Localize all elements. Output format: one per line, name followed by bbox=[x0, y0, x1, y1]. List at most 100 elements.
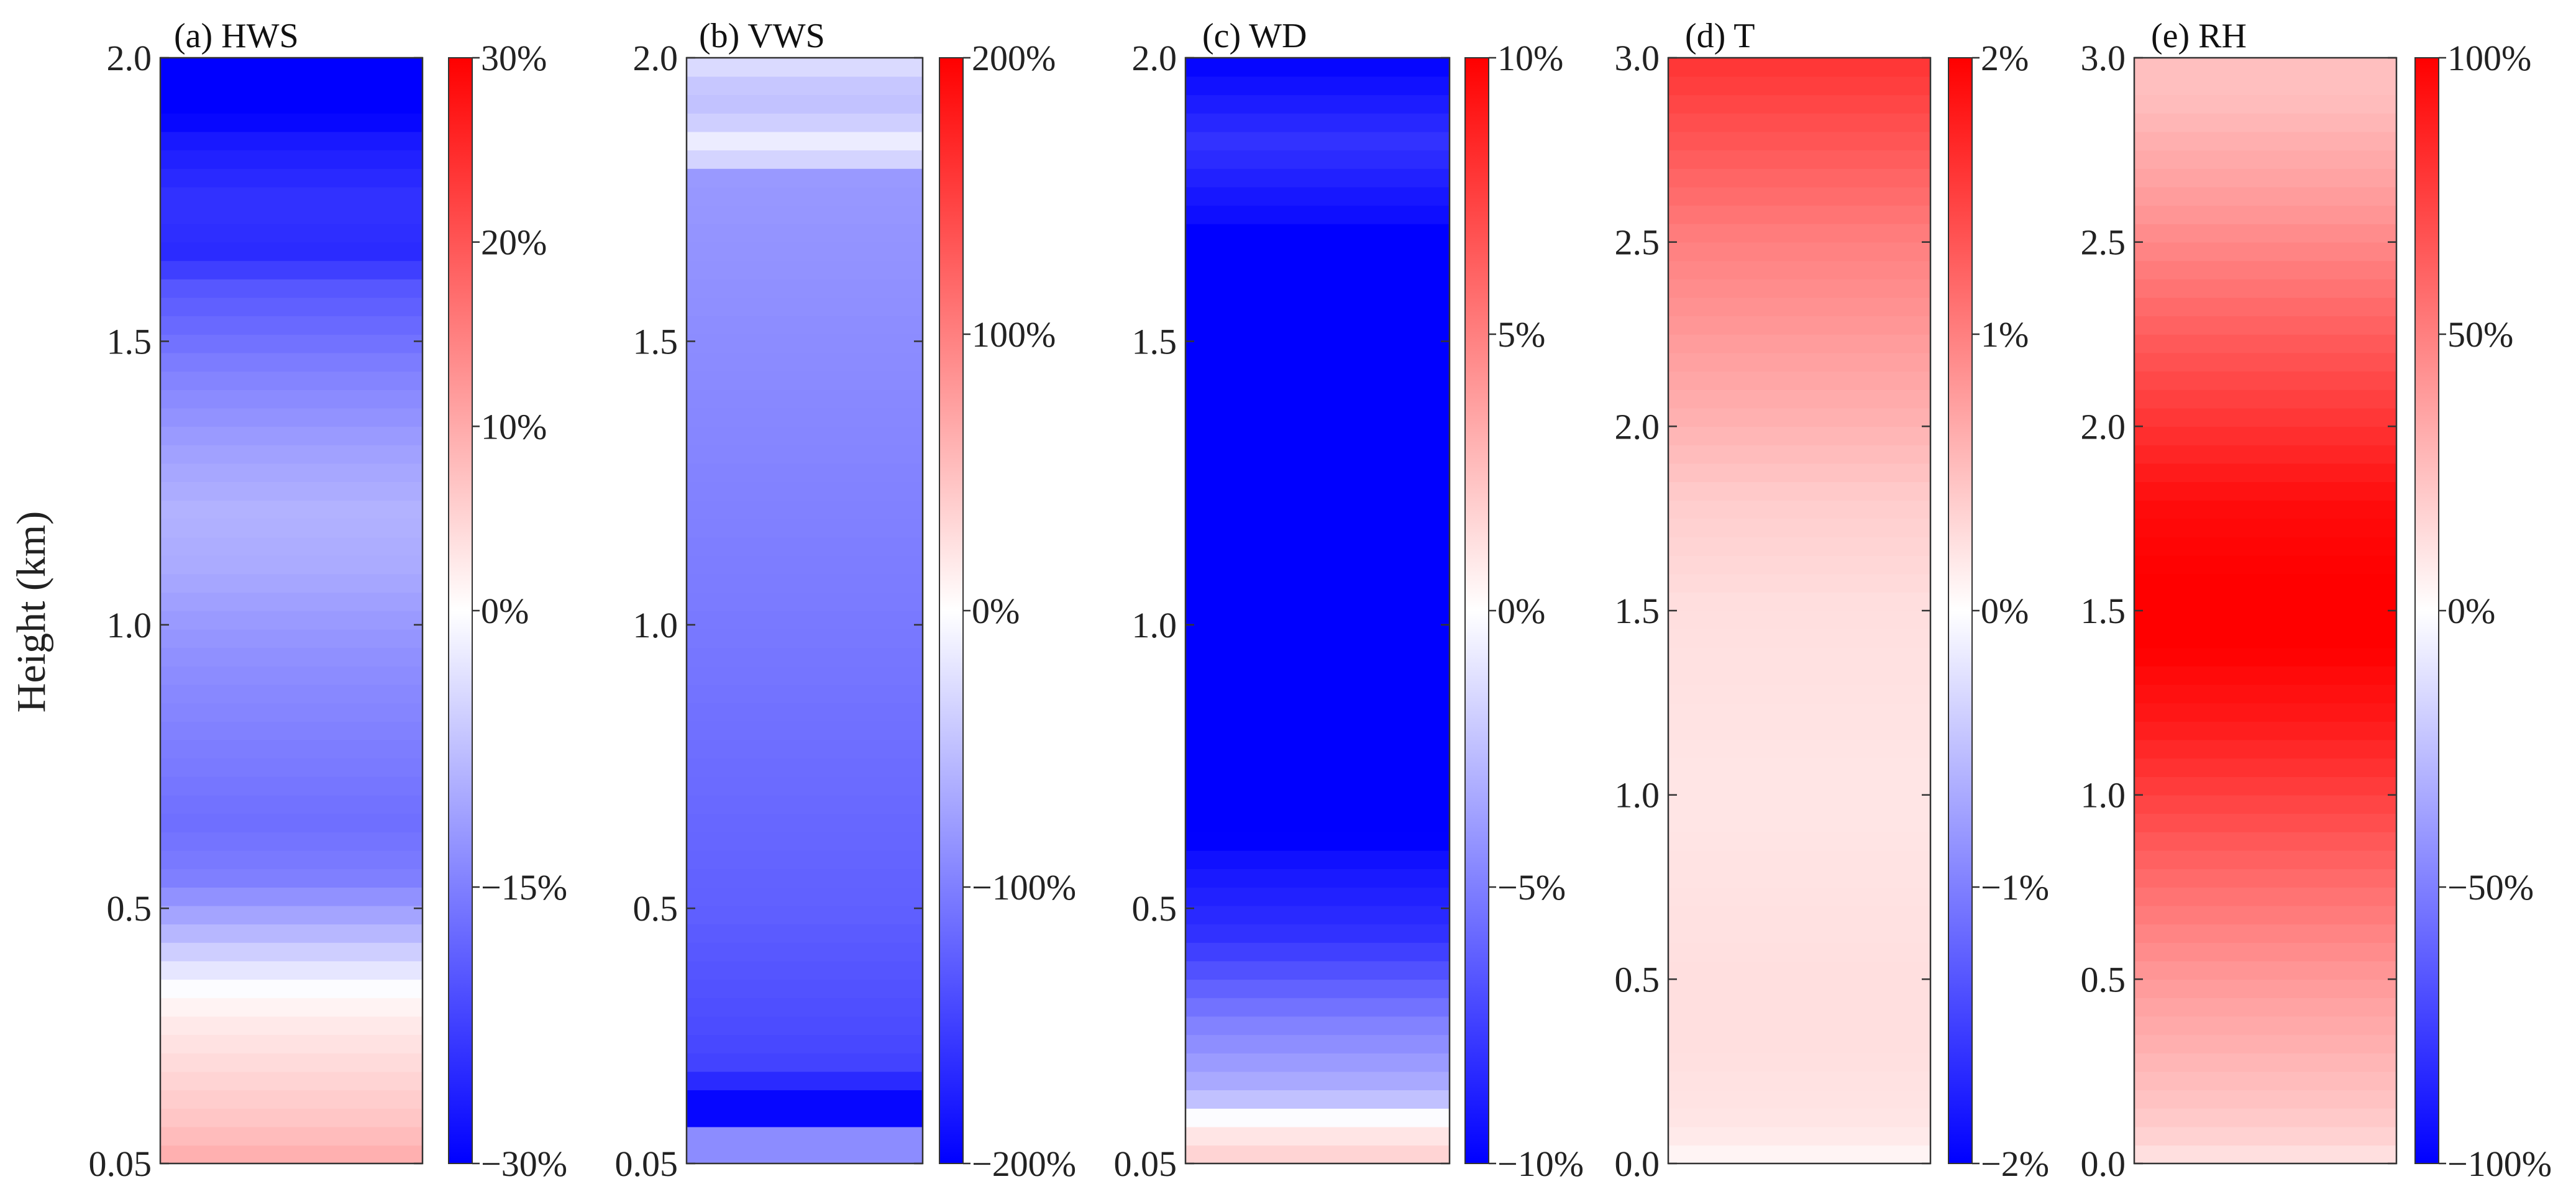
panel-e-band bbox=[2134, 924, 2396, 943]
panel-d-y-tick-label: 1.0 bbox=[1615, 775, 1660, 816]
panel-d-band bbox=[1668, 150, 1930, 169]
panel-b-band bbox=[687, 316, 923, 335]
panel-b-band bbox=[687, 832, 923, 851]
panel-b-band bbox=[687, 352, 923, 372]
panel-a-band bbox=[160, 850, 422, 870]
panel-a-band bbox=[160, 371, 422, 390]
panel-c-band bbox=[1185, 445, 1450, 464]
panel-d-y-tick-label: 0.0 bbox=[1615, 1144, 1660, 1184]
panel-e-title: (e) RH bbox=[2151, 17, 2247, 55]
panel-d: (d) T 3.0 2.5 2.0 1.5 1.0 0.5 0.0 2% 1% 0% −1% −2% bbox=[1615, 17, 2050, 1184]
panel-c-band bbox=[1185, 426, 1450, 445]
panel-c-band bbox=[1185, 795, 1450, 814]
panel-c-title: (c) WD bbox=[1202, 17, 1307, 55]
panel-c-band bbox=[1185, 555, 1450, 575]
panel-b-band bbox=[687, 666, 923, 685]
panel-a-band bbox=[160, 998, 422, 1017]
panel-d-band bbox=[1668, 500, 1930, 519]
panel-d-band bbox=[1668, 684, 1930, 704]
panel-d-band bbox=[1668, 573, 1930, 593]
panel-c-band bbox=[1185, 186, 1450, 206]
panel-e-band bbox=[2134, 850, 2396, 870]
panel-a-band bbox=[160, 500, 422, 519]
panel-b-band bbox=[687, 131, 923, 151]
panel-d-band bbox=[1668, 518, 1930, 538]
panel-b-heatmap bbox=[687, 58, 923, 1164]
panel-e-colorbar-tick-label: 100% bbox=[2447, 38, 2531, 78]
panel-b-band bbox=[687, 1053, 923, 1072]
panel-e-y-ticks: 3.0 2.5 2.0 1.5 1.0 0.5 0.0 bbox=[2081, 38, 2396, 1184]
panel-c-band bbox=[1185, 666, 1450, 685]
panel-a-band bbox=[160, 1016, 422, 1036]
panel-a-band bbox=[160, 1145, 422, 1164]
panel-e-band bbox=[2134, 242, 2396, 262]
panel-e-band bbox=[2134, 463, 2396, 483]
panel-a-band bbox=[160, 960, 422, 980]
panel-d-band bbox=[1668, 334, 1930, 353]
panel-c-band bbox=[1185, 371, 1450, 390]
panel-b-band bbox=[687, 684, 923, 704]
panel-b-band bbox=[687, 334, 923, 353]
panel-c-y-tick-label: 0.05 bbox=[1114, 1144, 1177, 1184]
panel-d-band bbox=[1668, 555, 1930, 575]
panel-e-band bbox=[2134, 795, 2396, 814]
panel-b-band bbox=[687, 150, 923, 169]
panel-c-y-tick-label: 0.5 bbox=[1132, 888, 1177, 929]
panel-a-band bbox=[160, 979, 422, 998]
panel-c-band bbox=[1185, 481, 1450, 501]
panel-d-band bbox=[1668, 352, 1930, 372]
panel-d-title: (d) T bbox=[1685, 17, 1755, 55]
panel-a-band bbox=[160, 684, 422, 704]
panel-d-band bbox=[1668, 1108, 1930, 1127]
panel-e-band bbox=[2134, 832, 2396, 851]
panel-c-colorbar-tick-label: −5% bbox=[1497, 867, 1566, 908]
panel-e-band bbox=[2134, 611, 2396, 630]
panel-b-colorbar-tick-label: 0% bbox=[972, 591, 1020, 631]
panel-b-band bbox=[687, 1034, 923, 1054]
panel-d-band bbox=[1668, 537, 1930, 556]
panel-d-band bbox=[1668, 739, 1930, 759]
panel-a-band bbox=[160, 76, 422, 96]
panel-a-band bbox=[160, 463, 422, 483]
panel-e: (e) RH 3.0 2.5 2.0 1.5 1.0 0.5 0.0 100% 50% 0% −5… bbox=[2081, 17, 2552, 1184]
panel-e-band bbox=[2134, 481, 2396, 501]
panel-c-colorbar-tick-label: 0% bbox=[1497, 591, 1545, 631]
panel-c-band bbox=[1185, 979, 1450, 998]
panel-d-colorbar-ticks: 2% 1% 0% −1% −2% bbox=[1972, 38, 2049, 1184]
panel-a-band bbox=[160, 297, 422, 317]
panel-c-band bbox=[1185, 868, 1450, 888]
panel-d-band bbox=[1668, 758, 1930, 777]
panel-c-band bbox=[1185, 887, 1450, 906]
panel-a-band bbox=[160, 942, 422, 962]
panel-c-band bbox=[1185, 611, 1450, 630]
panel-a-band bbox=[160, 150, 422, 169]
panel-e-colorbar-tick-label: −50% bbox=[2447, 867, 2534, 908]
panel-b-band bbox=[687, 795, 923, 814]
panel-b-band bbox=[687, 426, 923, 445]
panel-e-colorbar bbox=[2414, 57, 2439, 1164]
panel-d-band bbox=[1668, 1053, 1930, 1072]
panel-b-band bbox=[687, 868, 923, 888]
panel-c-band bbox=[1185, 463, 1450, 483]
panel-d-band bbox=[1668, 58, 1930, 77]
panel-c-colorbar-ticks: 10% 5% 0% −5% −10% bbox=[1489, 38, 1584, 1184]
panel-a-y-tick-label: 2.0 bbox=[107, 38, 152, 78]
panel-a-band bbox=[160, 186, 422, 206]
panel-b-band bbox=[687, 703, 923, 722]
panel-d-band bbox=[1668, 960, 1930, 980]
panel-a-band bbox=[160, 647, 422, 667]
panel-b-band bbox=[687, 758, 923, 777]
panel-a-band bbox=[160, 611, 422, 630]
panel-d-band bbox=[1668, 279, 1930, 298]
panel-e-band bbox=[2134, 407, 2396, 427]
panel-d-band bbox=[1668, 389, 1930, 409]
panel-a-band bbox=[160, 1053, 422, 1072]
panel-e-band bbox=[2134, 555, 2396, 575]
panel-a-band bbox=[160, 1090, 422, 1109]
panel-d-band bbox=[1668, 168, 1930, 188]
panel-e-y-tick-label: 0.5 bbox=[2081, 959, 2126, 999]
panel-e-band bbox=[2134, 629, 2396, 649]
panel-b-band bbox=[687, 960, 923, 980]
panel-e-band bbox=[2134, 58, 2396, 77]
